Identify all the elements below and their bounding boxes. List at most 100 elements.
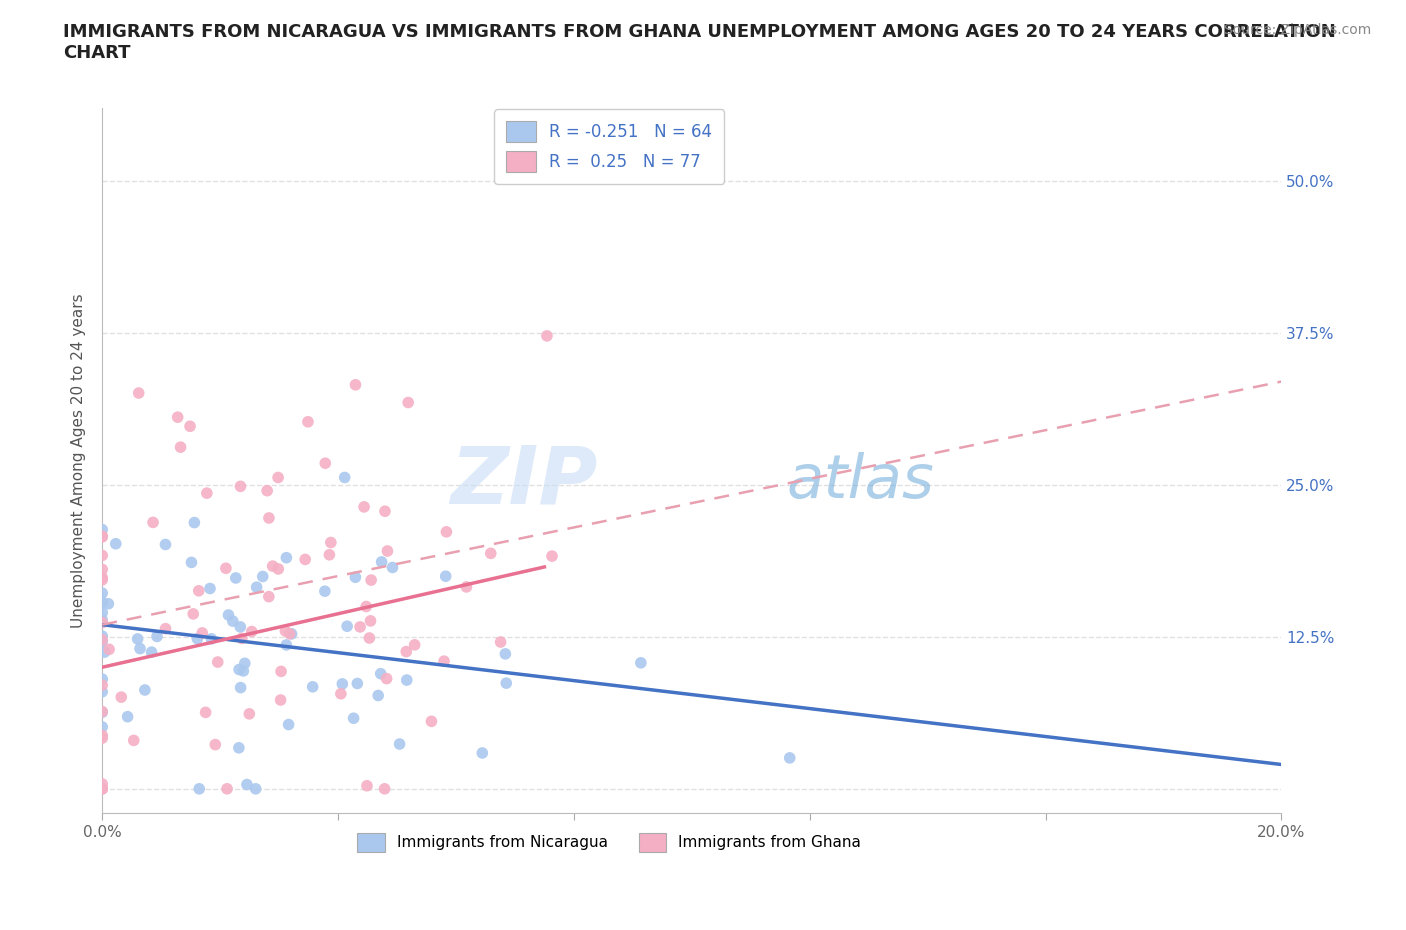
Point bbox=[91, 781, 114, 796]
Point bbox=[129, 641, 152, 656]
Point bbox=[198, 581, 221, 596]
Point bbox=[436, 525, 458, 539]
Point bbox=[479, 546, 502, 561]
Point bbox=[91, 777, 114, 791]
Point bbox=[536, 328, 558, 343]
Point bbox=[344, 378, 367, 392]
Point bbox=[330, 676, 353, 691]
Point bbox=[630, 656, 652, 671]
Point bbox=[117, 710, 139, 724]
Point bbox=[91, 634, 114, 649]
Point bbox=[314, 584, 336, 599]
Point bbox=[314, 456, 336, 471]
Point bbox=[225, 570, 247, 585]
Point bbox=[270, 664, 292, 679]
Point bbox=[541, 549, 564, 564]
Point bbox=[91, 731, 114, 746]
Point bbox=[194, 705, 217, 720]
Point bbox=[229, 479, 252, 494]
Point bbox=[245, 781, 267, 796]
Point bbox=[246, 579, 269, 594]
Point bbox=[134, 683, 156, 698]
Point bbox=[301, 680, 323, 695]
Point bbox=[256, 484, 278, 498]
Point bbox=[276, 637, 298, 652]
Point bbox=[381, 560, 404, 575]
Point bbox=[229, 680, 252, 695]
Point bbox=[188, 781, 211, 796]
Point bbox=[186, 631, 208, 646]
Point bbox=[91, 548, 114, 563]
Point bbox=[336, 618, 359, 633]
Point bbox=[278, 627, 301, 642]
Point bbox=[93, 644, 115, 659]
Point bbox=[274, 623, 297, 638]
Point bbox=[179, 418, 201, 433]
Point bbox=[91, 671, 114, 686]
Point bbox=[318, 548, 340, 563]
Point bbox=[91, 632, 114, 647]
Point bbox=[277, 717, 299, 732]
Point bbox=[333, 470, 356, 485]
Point bbox=[155, 621, 177, 636]
Point bbox=[280, 627, 302, 642]
Point bbox=[240, 624, 263, 639]
Point bbox=[238, 707, 260, 722]
Point bbox=[91, 605, 114, 620]
Point bbox=[142, 515, 165, 530]
Point bbox=[367, 688, 389, 703]
Point bbox=[127, 631, 149, 646]
Point bbox=[370, 666, 392, 681]
Text: Source: ZipAtlas.com: Source: ZipAtlas.com bbox=[1223, 23, 1371, 37]
Point bbox=[217, 607, 239, 622]
Point bbox=[187, 583, 209, 598]
Point bbox=[180, 555, 202, 570]
Point bbox=[494, 646, 516, 661]
Point bbox=[91, 705, 114, 720]
Point bbox=[200, 631, 222, 646]
Point bbox=[91, 781, 114, 796]
Point bbox=[229, 619, 252, 634]
Point bbox=[91, 570, 114, 585]
Point bbox=[356, 778, 378, 793]
Point bbox=[181, 606, 204, 621]
Point bbox=[297, 415, 319, 430]
Text: IMMIGRANTS FROM NICARAGUA VS IMMIGRANTS FROM GHANA UNEMPLOYMENT AMONG AGES 20 TO: IMMIGRANTS FROM NICARAGUA VS IMMIGRANTS … bbox=[63, 23, 1336, 62]
Point bbox=[456, 579, 478, 594]
Point bbox=[195, 485, 218, 500]
Point bbox=[169, 440, 191, 455]
Point bbox=[98, 642, 121, 657]
Point bbox=[91, 704, 114, 719]
Point bbox=[91, 572, 114, 587]
Point bbox=[91, 728, 114, 743]
Point bbox=[257, 511, 280, 525]
Point bbox=[215, 561, 238, 576]
Point bbox=[395, 644, 418, 659]
Point bbox=[91, 781, 114, 796]
Point bbox=[434, 569, 457, 584]
Point bbox=[495, 676, 517, 691]
Point bbox=[91, 678, 114, 693]
Point bbox=[377, 543, 399, 558]
Point bbox=[370, 554, 392, 569]
Point bbox=[375, 671, 398, 686]
Point bbox=[329, 686, 352, 701]
Point bbox=[471, 746, 494, 761]
Point bbox=[353, 499, 375, 514]
Point bbox=[342, 711, 364, 725]
Point bbox=[91, 562, 114, 577]
Point bbox=[228, 662, 250, 677]
Point bbox=[141, 644, 163, 659]
Point bbox=[155, 537, 177, 551]
Point bbox=[110, 690, 132, 705]
Point bbox=[104, 537, 127, 551]
Text: atlas: atlas bbox=[786, 452, 934, 512]
Point bbox=[231, 631, 253, 645]
Point bbox=[191, 626, 214, 641]
Point bbox=[319, 535, 342, 550]
Point bbox=[420, 714, 443, 729]
Point bbox=[146, 629, 169, 644]
Point bbox=[122, 733, 145, 748]
Point bbox=[91, 613, 114, 628]
Point bbox=[267, 562, 290, 577]
